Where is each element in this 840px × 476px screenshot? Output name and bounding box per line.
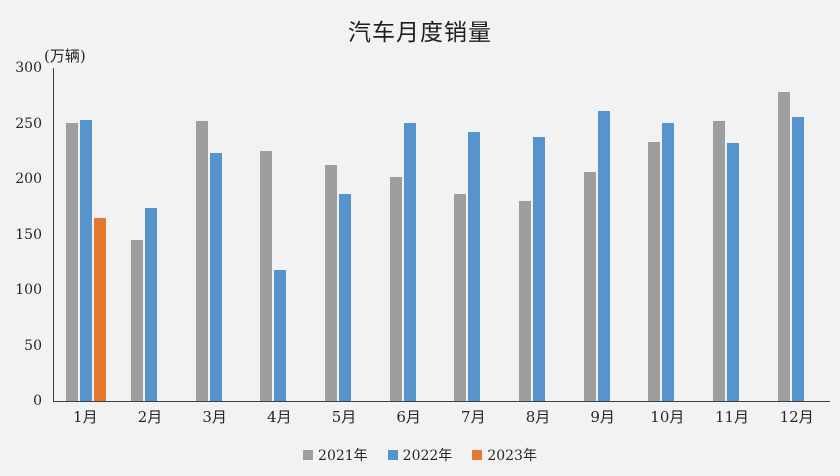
y-tick-label: 0: [33, 393, 42, 409]
y-tick-label: 200: [15, 171, 42, 187]
bar-2022年-7月: [468, 132, 481, 401]
bar-2022年-11月: [727, 142, 739, 401]
bar-2023年-1月: [94, 217, 107, 401]
x-tick-label: 1月: [73, 408, 98, 426]
x-tick-label: 8月: [525, 408, 551, 426]
bar-2022年-5月: [339, 194, 351, 401]
bar-2022年-4月: [274, 269, 287, 401]
x-tick-label: 4月: [267, 408, 292, 426]
x-tick-label: 9月: [590, 408, 615, 426]
bar-2021年-6月: [389, 177, 402, 401]
bar-2022年-1月: [80, 120, 93, 401]
bar-2022年-2月: [145, 208, 157, 401]
bar-2021年-10月: [648, 142, 661, 401]
bar-2022年-6月: [403, 123, 416, 401]
bar-2021年-5月: [325, 164, 337, 401]
y-tick-label: 150: [15, 226, 42, 243]
bar-2021年-8月: [519, 201, 531, 401]
chart-title: 汽车月度销量: [348, 20, 492, 46]
legend-swatch: [303, 450, 314, 460]
y-tick-label: 300: [15, 60, 42, 76]
x-tick-label: 6月: [396, 408, 421, 426]
y-tick-label: 100: [15, 282, 42, 298]
bar-2021年-11月: [713, 121, 725, 401]
x-tick-label: 5月: [331, 408, 357, 426]
legend-item-2023年: 2023年: [472, 445, 537, 465]
plot-area: [53, 68, 830, 402]
legend-label: 2021年: [318, 448, 368, 464]
bar-2021年-7月: [454, 194, 467, 401]
legend-item-2021年: 2021年: [303, 445, 368, 465]
y-tick-label: 250: [15, 115, 42, 132]
y-tick-label: 50: [24, 337, 42, 354]
legend-label: 2023年: [487, 448, 537, 464]
bar-2022年-3月: [209, 153, 222, 401]
bar-2022年-8月: [533, 136, 545, 401]
x-tick-label: 12月: [779, 408, 814, 426]
bar-2022年-10月: [662, 122, 675, 401]
bar-2022年-9月: [597, 111, 610, 401]
legend-swatch: [472, 450, 483, 460]
x-tick-label: 11月: [714, 408, 750, 426]
bar-2022年-12月: [791, 117, 804, 401]
legend-swatch: [387, 450, 398, 460]
bar-2021年-3月: [195, 120, 208, 401]
legend-label: 2022年: [402, 448, 453, 464]
x-tick-label: 7月: [461, 408, 486, 426]
legend-item-2022年: 2022年: [387, 445, 453, 465]
x-tick-label: 10月: [650, 408, 685, 426]
x-tick-label: 2月: [137, 408, 163, 426]
bar-2021年-9月: [583, 171, 596, 401]
x-tick-label: 3月: [202, 408, 227, 426]
legend: 2021年 2022年 2023年: [0, 445, 840, 465]
bar-2021年-1月: [66, 123, 79, 401]
bar-2021年-2月: [131, 239, 143, 401]
y-axis-unit-label: (万辆): [44, 47, 86, 65]
bar-2021年-4月: [260, 151, 273, 401]
bar-2021年-12月: [777, 91, 790, 401]
